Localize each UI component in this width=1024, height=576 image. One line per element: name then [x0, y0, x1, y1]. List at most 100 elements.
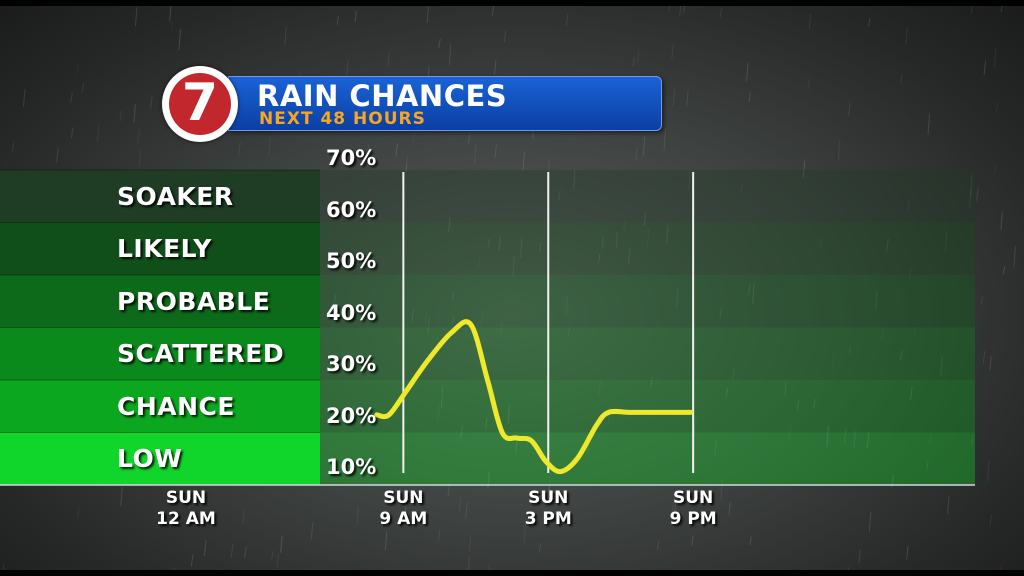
rain-streak — [642, 136, 646, 156]
y-tick-label: 10% — [326, 455, 377, 479]
rain-streak — [784, 382, 787, 398]
rain-streak — [635, 146, 638, 161]
rain-streak — [650, 377, 653, 388]
rain-streak — [728, 502, 731, 516]
y-tick-label: 70% — [326, 146, 377, 170]
rain-streak — [929, 433, 932, 444]
rain-streak — [384, 531, 388, 550]
rain-streak — [686, 90, 689, 107]
rain-streak — [983, 60, 987, 76]
rain-streak — [437, 530, 441, 541]
rain-streak — [665, 225, 669, 245]
rain-streak — [448, 217, 451, 233]
category-label-text: PROBABLE — [117, 286, 271, 316]
x-tick-label: SUN 9 AM — [343, 488, 463, 530]
x-tick-time: 3 PM — [524, 509, 572, 529]
rain-streak — [908, 267, 912, 282]
rain-streak — [11, 141, 15, 152]
rain-streak — [802, 160, 806, 179]
rain-streak — [547, 160, 551, 174]
rain-streak — [982, 350, 986, 364]
rain-streak — [989, 355, 992, 371]
x-tick-label: SUN 3 PM — [488, 488, 608, 530]
category-bands — [0, 169, 975, 486]
category-label: LOW — [0, 433, 320, 485]
rain-streak — [480, 308, 484, 327]
rain-streak — [565, 13, 569, 27]
rain-streak — [970, 435, 974, 445]
rain-streak — [405, 163, 408, 172]
rain-streak — [468, 132, 471, 144]
rain-chance-line — [374, 319, 694, 475]
rain-streak — [672, 88, 676, 107]
rain-streak — [597, 254, 601, 264]
rain-streak — [354, 10, 357, 23]
category-label-text: CHANCE — [117, 391, 235, 421]
rain-streak — [906, 545, 909, 560]
x-tick-time: 9 PM — [669, 509, 717, 529]
category-label: SCATTERED — [0, 328, 320, 380]
x-tick-day: SUN — [528, 488, 569, 508]
rain-streak — [927, 113, 931, 135]
rain-streak — [503, 29, 507, 42]
rain-streak — [615, 231, 618, 251]
rain-streak — [848, 102, 851, 116]
rain-streak — [395, 143, 398, 157]
rain-streak — [656, 540, 660, 551]
category-label-text: LOW — [117, 444, 183, 473]
rain-streak — [907, 198, 911, 210]
chart-title: RAIN CHANCES — [257, 79, 508, 113]
rain-streak — [119, 109, 122, 122]
rain-streak — [866, 432, 870, 449]
rain-streak — [796, 399, 800, 411]
rain-streak — [886, 238, 889, 252]
rain-streak — [1000, 211, 1003, 230]
rain-streak — [120, 486, 123, 507]
rain-streak — [448, 43, 452, 66]
rain-streak — [868, 511, 872, 532]
category-label-text: LIKELY — [117, 234, 212, 263]
rain-streak — [458, 497, 462, 512]
rain-streak — [351, 363, 354, 373]
rain-streak — [752, 283, 755, 305]
rain-streak — [468, 534, 472, 552]
rain-streak — [310, 522, 314, 540]
rain-streak — [520, 238, 523, 258]
rain-streak — [643, 213, 647, 226]
band-chance — [0, 380, 320, 433]
rain-streak — [746, 62, 749, 82]
x-tick-day: SUN — [165, 488, 207, 508]
rain-streak — [346, 60, 349, 79]
rain-streak — [336, 15, 340, 25]
rain-streak — [900, 349, 903, 361]
rain-streak — [947, 495, 950, 515]
rain-streak — [632, 57, 635, 67]
x-tick-label: SUN 9 PM — [633, 488, 753, 530]
rain-streak — [853, 430, 856, 449]
rain-streak — [832, 353, 835, 370]
y-tick-label: 50% — [326, 249, 377, 273]
rain-streak — [674, 500, 677, 513]
rain-streak — [970, 174, 973, 196]
station-logo: 7 — [162, 66, 238, 142]
rain-streak — [558, 190, 561, 201]
rain-streak — [411, 309, 414, 324]
rain-streak — [807, 78, 811, 90]
y-tick-label: 20% — [326, 403, 377, 428]
rain-streak — [905, 27, 908, 45]
rain-streak — [980, 296, 984, 305]
category-label-text: SOAKER — [117, 181, 234, 211]
rain-streak — [547, 485, 551, 498]
rain-streak — [940, 356, 943, 376]
chart-subtitle: NEXT 48 HOURS — [259, 109, 426, 129]
rain-streak — [944, 232, 948, 253]
category-label: CHANCE — [0, 380, 320, 432]
rain-streak — [671, 503, 674, 515]
rain-streak — [826, 425, 829, 447]
rain-streak — [387, 52, 390, 68]
rain-streak — [926, 461, 929, 471]
rain-streak — [507, 404, 511, 424]
rain-streak — [244, 546, 247, 558]
rain-streak — [567, 326, 571, 337]
